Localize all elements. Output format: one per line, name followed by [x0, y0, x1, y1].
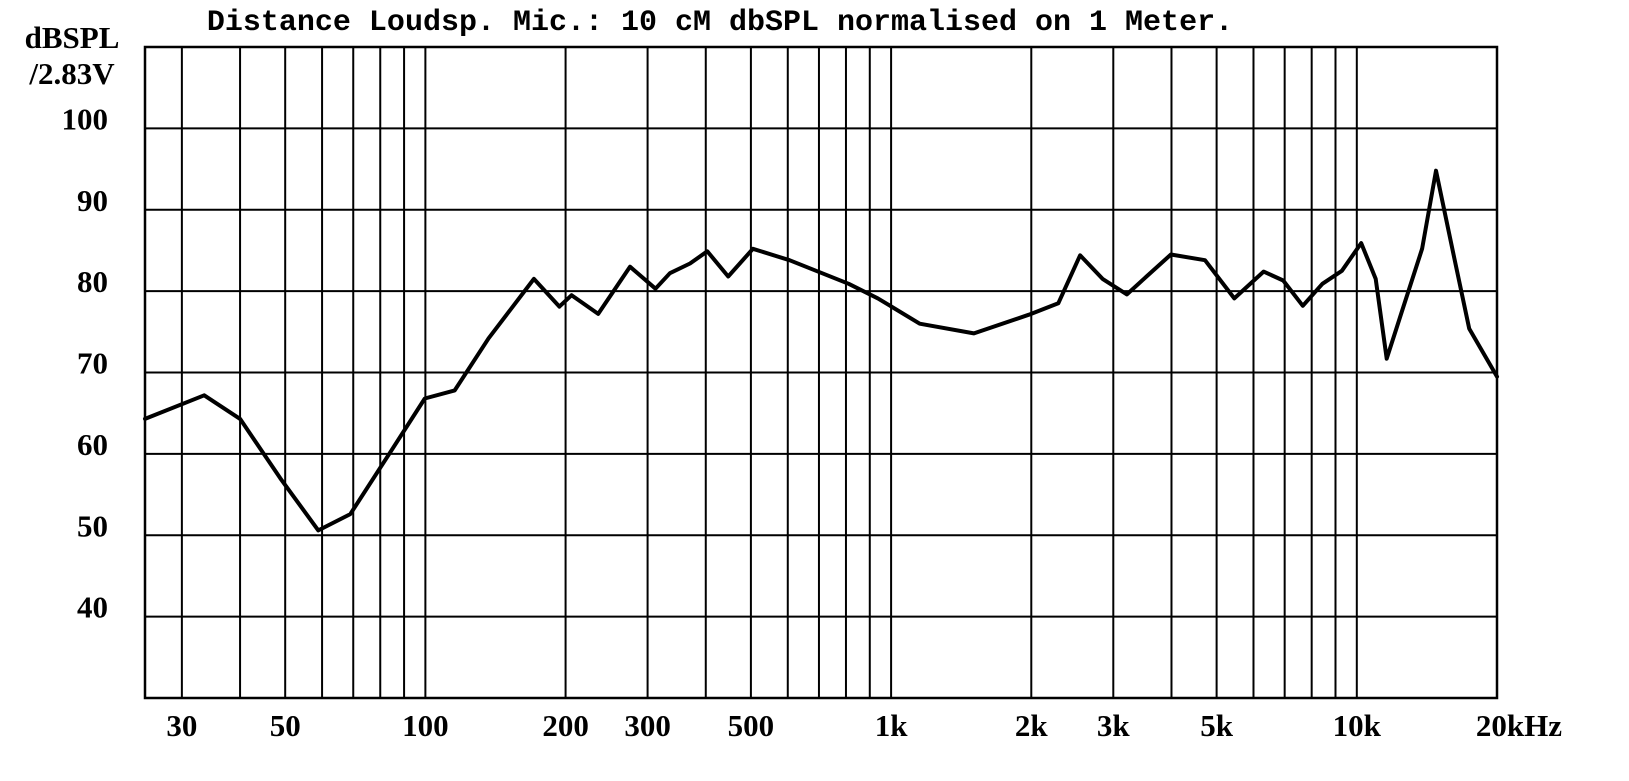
y-tick-label: 80 — [77, 264, 108, 299]
y-tick-label: 90 — [77, 183, 108, 218]
y-tick-label: 50 — [77, 508, 108, 543]
x-tick-label: 50 — [270, 708, 301, 743]
x-tick-label: 3k — [1097, 708, 1131, 743]
y-tick-label: 40 — [77, 590, 108, 625]
x-tick-label: 100 — [402, 708, 449, 743]
x-tick-label: 500 — [728, 708, 775, 743]
y-axis-label: dBSPL — [25, 20, 120, 55]
y-tick-label: 70 — [77, 346, 108, 381]
x-tick-label: 5k — [1200, 708, 1234, 743]
x-tick-label: 2k — [1015, 708, 1049, 743]
x-tick-label: 200 — [542, 708, 589, 743]
x-tick-label: 300 — [624, 708, 671, 743]
response-curve — [143, 168, 1499, 533]
x-tick-label: 30 — [166, 708, 197, 743]
chart-title: Distance Loudsp. Mic.: 10 cM dbSPL norma… — [207, 6, 1233, 40]
x-tick-label: 20kHz — [1476, 708, 1562, 743]
x-tick-label: 10k — [1333, 708, 1382, 743]
y-axis-label: /2.83V — [28, 56, 115, 91]
y-tick-label: 100 — [62, 101, 109, 136]
x-tick-label: 1k — [875, 708, 909, 743]
y-tick-label: 60 — [77, 427, 108, 462]
